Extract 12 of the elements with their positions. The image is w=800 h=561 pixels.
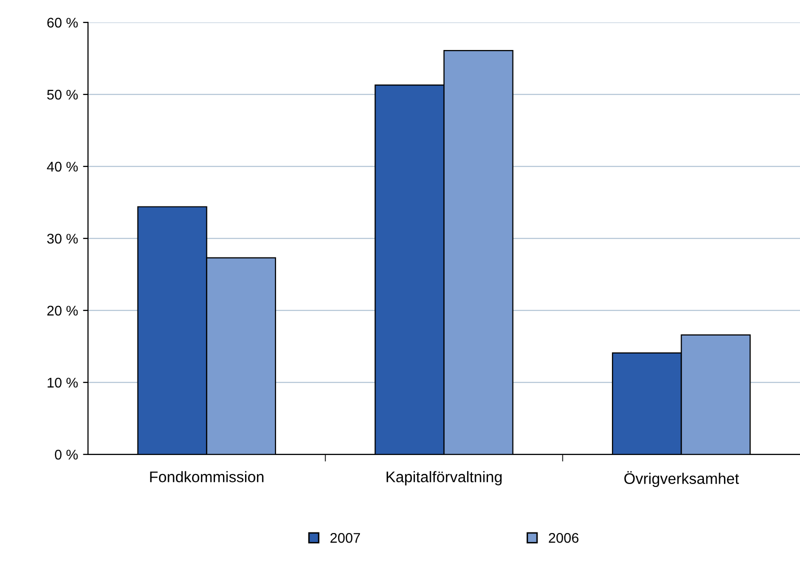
legend-label: 2006 xyxy=(548,533,578,543)
x-tick-label: Kapitalförvaltning xyxy=(386,471,502,486)
legend-label: 2007 xyxy=(330,533,360,543)
y-tick-label: 50 % xyxy=(47,90,78,100)
y-tick-label: 20 % xyxy=(47,306,78,316)
x-tick-label: Övrigverksamhet xyxy=(624,471,739,488)
y-tick-label: 30 % xyxy=(47,234,78,244)
y-tick-label: 40 % xyxy=(46,162,78,172)
y-tick-label: 10 % xyxy=(48,378,78,388)
y-tick-label: 0 % xyxy=(54,450,78,460)
x-tick-label: Fondkommission xyxy=(150,471,264,482)
y-tick-label: 60 % xyxy=(47,18,78,28)
